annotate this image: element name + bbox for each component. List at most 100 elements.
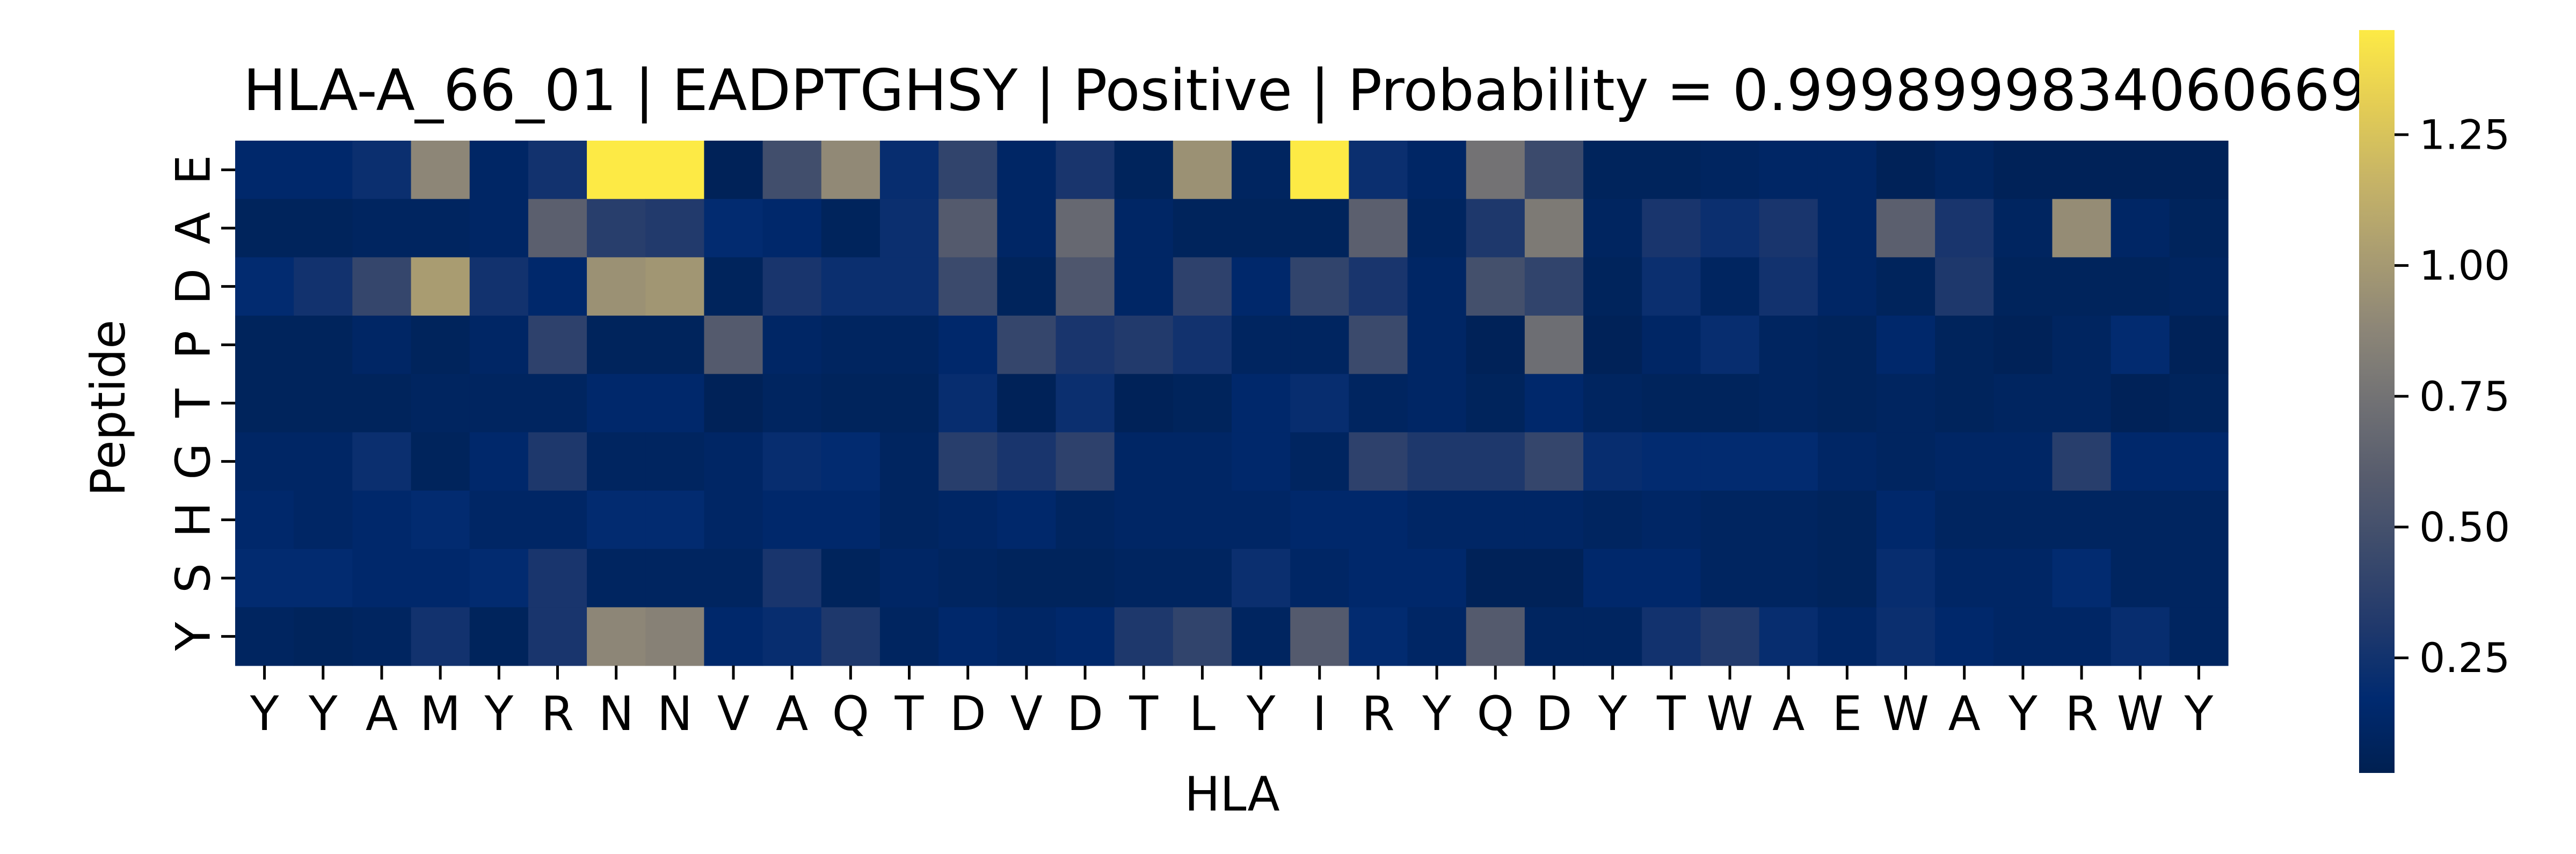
heatmap-cell-7-19	[1349, 549, 1408, 608]
heatmap-cell-7-30	[1993, 549, 2053, 608]
heatmap-cell-1-3	[411, 199, 470, 258]
heatmap-cell-7-3	[411, 549, 470, 608]
heatmap-cell-5-9	[762, 432, 822, 491]
heatmap-cell-6-1	[294, 491, 353, 550]
heatmap-cell-3-20	[1407, 316, 1467, 375]
heatmap-cell-6-13	[997, 491, 1057, 550]
heatmap-cell-8-32	[2111, 607, 2170, 666]
heatmap-cell-0-29	[1935, 141, 1994, 200]
heatmap-cell-8-24	[1642, 607, 1701, 666]
heatmap-cell-3-29	[1935, 316, 1994, 375]
heatmap-cell-6-17	[1232, 491, 1291, 550]
heatmap-cell-5-1	[294, 432, 353, 491]
heatmap-cell-5-16	[1173, 432, 1232, 491]
x-tick-label: T	[1129, 686, 1159, 741]
heatmap-cell-8-21	[1466, 607, 1525, 666]
colorbar	[2359, 30, 2395, 773]
heatmap-cell-0-9	[762, 141, 822, 200]
heatmap-cell-0-2	[352, 141, 412, 200]
heatmap-cell-0-25	[1700, 141, 1760, 200]
heatmap-cell-0-17	[1232, 141, 1291, 200]
heatmap-cell-1-12	[938, 199, 998, 258]
heatmap-cell-1-21	[1466, 199, 1525, 258]
heatmap-cell-5-18	[1290, 432, 1349, 491]
heatmap-cell-0-14	[1056, 141, 1115, 200]
heatmap-cell-8-28	[1876, 607, 1935, 666]
heatmap-cell-3-0	[235, 316, 294, 375]
heatmap-cell-2-0	[235, 257, 294, 316]
heatmap-cell-8-14	[1056, 607, 1115, 666]
heatmap-cell-8-23	[1583, 607, 1642, 666]
heatmap-cell-6-6	[587, 491, 646, 550]
heatmap-cell-5-8	[704, 432, 763, 491]
y-tick-label: A	[166, 212, 221, 244]
heatmap-cell-1-15	[1114, 199, 1174, 258]
heatmap-cell-2-4	[469, 257, 529, 316]
heatmap-cell-6-25	[1700, 491, 1760, 550]
heatmap-cell-2-29	[1935, 257, 1994, 316]
x-tick-label: Y	[1598, 686, 1627, 741]
heatmap-cell-1-22	[1524, 199, 1584, 258]
heatmap-cell-3-8	[704, 316, 763, 375]
heatmap-cell-2-12	[938, 257, 998, 316]
heatmap-cell-5-20	[1407, 432, 1467, 491]
heatmap-cell-5-29	[1935, 432, 1994, 491]
heatmap-cell-6-30	[1993, 491, 2053, 550]
x-tick-label: Y	[1422, 686, 1451, 741]
heatmap-cell-7-8	[704, 549, 763, 608]
heatmap-cell-0-13	[997, 141, 1057, 200]
heatmap-cell-8-10	[821, 607, 881, 666]
heatmap-cell-8-1	[294, 607, 353, 666]
heatmap-cell-8-8	[704, 607, 763, 666]
heatmap-cell-8-26	[1759, 607, 1818, 666]
heatmap-cell-4-22	[1524, 374, 1584, 433]
heatmap-cell-2-6	[587, 257, 646, 316]
heatmap-cell-5-3	[411, 432, 470, 491]
heatmap-cell-1-6	[587, 199, 646, 258]
heatmap-cell-5-26	[1759, 432, 1818, 491]
heatmap-cell-3-26	[1759, 316, 1818, 375]
heatmap-cell-3-23	[1583, 316, 1642, 375]
heatmap-cell-2-32	[2111, 257, 2170, 316]
heatmap-cell-8-0	[235, 607, 294, 666]
heatmap-cell-0-18	[1290, 141, 1349, 200]
y-tick-label: T	[166, 388, 221, 418]
heatmap-cell-7-4	[469, 549, 529, 608]
heatmap-cell-8-19	[1349, 607, 1408, 666]
heatmap-cell-4-25	[1700, 374, 1760, 433]
heatmap-cell-0-1	[294, 141, 353, 200]
heatmap-cell-3-7	[645, 316, 705, 375]
heatmap-cell-8-18	[1290, 607, 1349, 666]
x-tick-label: A	[776, 686, 808, 741]
x-tick-label: L	[1189, 686, 1216, 741]
heatmap-cell-6-23	[1583, 491, 1642, 550]
heatmap-cell-1-16	[1173, 199, 1232, 258]
heatmap-cell-5-24	[1642, 432, 1701, 491]
heatmap-cell-0-30	[1993, 141, 2053, 200]
x-tick-label: A	[1772, 686, 1804, 741]
heatmap-cell-1-1	[294, 199, 353, 258]
heatmap-cell-3-21	[1466, 316, 1525, 375]
heatmap-cell-0-0	[235, 141, 294, 200]
heatmap-cell-4-0	[235, 374, 294, 433]
heatmap-cell-2-24	[1642, 257, 1701, 316]
heatmap-cell-5-15	[1114, 432, 1174, 491]
heatmap-cell-4-1	[294, 374, 353, 433]
heatmap-cell-7-33	[2169, 549, 2229, 608]
heatmap-cell-8-13	[997, 607, 1057, 666]
heatmap-cell-2-30	[1993, 257, 2053, 316]
heatmap-cell-4-2	[352, 374, 412, 433]
x-tick-label: E	[1832, 686, 1862, 741]
heatmap-cell-6-10	[821, 491, 881, 550]
heatmap-cell-3-32	[2111, 316, 2170, 375]
heatmap-cell-7-32	[2111, 549, 2170, 608]
heatmap-cell-7-11	[879, 549, 939, 608]
heatmap-cell-8-5	[528, 607, 587, 666]
y-axis-ticks: EADP TGHSY	[166, 155, 235, 652]
heatmap-cell-0-12	[938, 141, 998, 200]
heatmap-cell-5-32	[2111, 432, 2170, 491]
heatmap-cell-6-15	[1114, 491, 1174, 550]
x-tick-label: Y	[484, 686, 513, 741]
x-tick-label: I	[1313, 686, 1327, 741]
heatmap-cell-8-25	[1700, 607, 1760, 666]
